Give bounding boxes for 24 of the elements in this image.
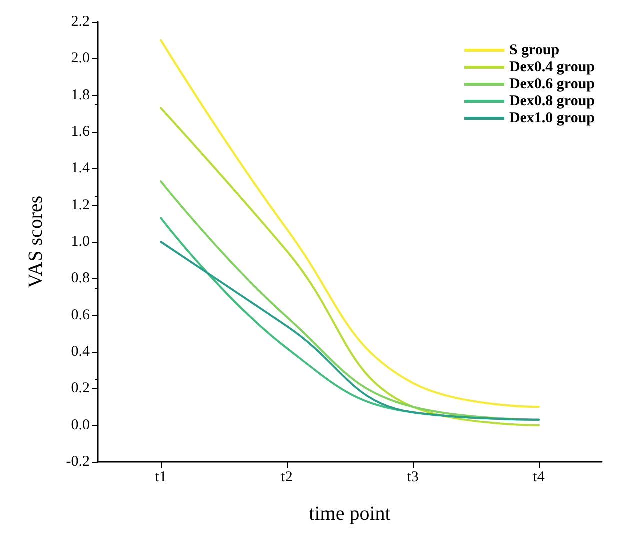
legend-label: Dex0.8 group bbox=[509, 94, 595, 110]
y-tick-label: 0.0 bbox=[71, 417, 90, 434]
x-tick-label: t2 bbox=[281, 470, 293, 486]
y-tick-label: 1.0 bbox=[71, 234, 90, 250]
x-axis-title: time point bbox=[309, 503, 392, 525]
y-tick-label: 2.0 bbox=[71, 50, 90, 67]
y-tick-label: -0.2 bbox=[66, 454, 90, 470]
x-tick-label: t4 bbox=[533, 470, 546, 486]
y-tick-label: 1.8 bbox=[71, 87, 90, 104]
y-tick-label: 0.2 bbox=[71, 380, 90, 397]
y-tick-label: 1.6 bbox=[71, 124, 90, 140]
y-tick-label: 0.8 bbox=[71, 270, 90, 287]
y-axis-title: VAS scores bbox=[25, 196, 47, 288]
y-tick-label: 0.4 bbox=[71, 344, 90, 360]
x-tick-label: t3 bbox=[407, 470, 419, 486]
legend-label: Dex0.6 group bbox=[509, 76, 595, 92]
y-tick-label: 1.4 bbox=[71, 160, 90, 177]
legend-label: Dex0.4 group bbox=[509, 60, 595, 76]
y-tick-label: 2.2 bbox=[71, 14, 90, 30]
legend-label: S group bbox=[509, 42, 560, 58]
x-tick-label: t1 bbox=[155, 470, 167, 486]
y-tick-label: 0.6 bbox=[71, 307, 90, 324]
legend-label: Dex1.0 group bbox=[509, 110, 595, 126]
y-tick-label: 1.2 bbox=[71, 197, 90, 214]
